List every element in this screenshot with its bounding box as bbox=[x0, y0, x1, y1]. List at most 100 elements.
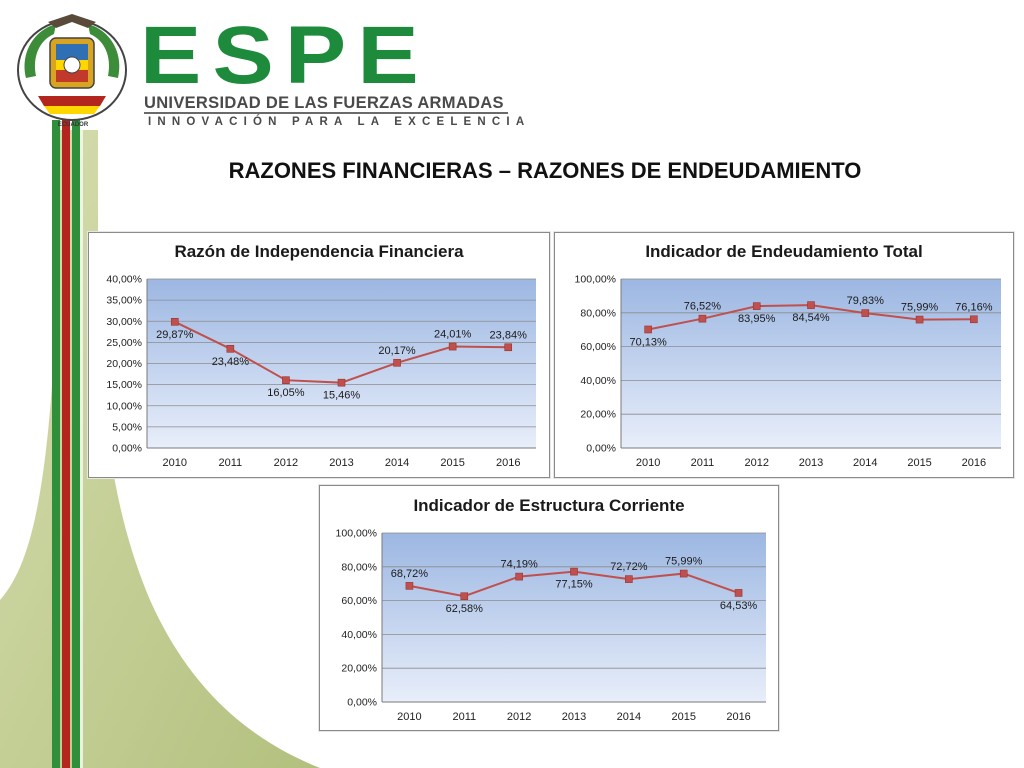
chart-title: Razón de Independencia Financiera bbox=[174, 242, 464, 261]
data-point bbox=[226, 344, 235, 353]
x-tick-label: 2010 bbox=[163, 457, 187, 469]
chart-estructura-corriente: Indicador de Estructura Corriente 0,00% 2… bbox=[319, 485, 779, 731]
data-label: 15,46% bbox=[323, 390, 361, 402]
y-tick-label: 40,00% bbox=[341, 629, 377, 641]
data-point bbox=[807, 301, 815, 309]
data-label: 23,84% bbox=[490, 329, 528, 341]
logo-tagline: INNOVACIÓN PARA LA EXCELENCIA bbox=[148, 116, 531, 128]
x-tick-label: 2013 bbox=[799, 457, 823, 469]
plot-area bbox=[382, 533, 766, 702]
x-tick-label: 2016 bbox=[726, 711, 750, 723]
x-tick-label: 2014 bbox=[617, 711, 641, 723]
data-label: 77,15% bbox=[555, 579, 593, 591]
data-point bbox=[405, 582, 414, 590]
data-point bbox=[448, 342, 457, 351]
data-label: 68,72% bbox=[391, 568, 429, 580]
data-label: 76,52% bbox=[684, 301, 722, 313]
data-point bbox=[970, 315, 978, 324]
data-point bbox=[698, 314, 707, 323]
data-point bbox=[170, 317, 179, 326]
data-point bbox=[861, 309, 870, 317]
y-tick-label: 0,00% bbox=[112, 443, 142, 455]
chart-plot-svg: 0,00% 20,00% 40,00% 60,00% 80,00% 100,00% 2010… bbox=[575, 274, 1001, 469]
stripe-white bbox=[80, 120, 83, 768]
x-tick-label: 2014 bbox=[385, 457, 409, 469]
data-label: 75,99% bbox=[901, 302, 939, 314]
x-tick-label: 2013 bbox=[562, 711, 586, 723]
y-tick-label: 20,00% bbox=[341, 663, 377, 675]
x-tick-label: 2012 bbox=[744, 457, 768, 469]
y-tick-label: 100,00% bbox=[575, 274, 616, 286]
chart-title: Indicador de Endeudamiento Total bbox=[645, 242, 923, 261]
data-point bbox=[393, 358, 401, 367]
data-label: 24,01% bbox=[434, 329, 472, 341]
data-label: 23,48% bbox=[212, 356, 250, 368]
y-tick-label: 80,00% bbox=[341, 561, 377, 573]
logo-divider bbox=[144, 112, 508, 114]
x-tick-label: 2015 bbox=[907, 457, 931, 469]
data-point bbox=[337, 378, 346, 387]
data-label: 74,19% bbox=[500, 559, 538, 571]
data-label: 16,05% bbox=[267, 387, 305, 399]
y-tick-label: 20,00% bbox=[580, 409, 616, 421]
x-tick-label: 2012 bbox=[507, 711, 531, 723]
y-tick-label: 25,00% bbox=[106, 337, 142, 349]
chart-plot-svg: 0,00% 5,00% 10,00% 15,00% 20,00% 25,00% 30,00%… bbox=[106, 274, 536, 469]
x-tick-label: 2011 bbox=[219, 457, 243, 469]
chart-independencia-financiera: Razón de Independencia Financiera 0,00% 5… bbox=[88, 232, 550, 478]
seal-caption: ECUADOR bbox=[57, 122, 89, 128]
data-label: 20,17% bbox=[378, 345, 416, 357]
y-tick-label: 40,00% bbox=[580, 375, 616, 387]
stripe-red bbox=[62, 120, 70, 768]
y-tick-label: 0,00% bbox=[347, 697, 377, 709]
x-tick-label: 2010 bbox=[397, 711, 421, 723]
stripe-green-1 bbox=[52, 120, 60, 768]
data-label: 83,95% bbox=[738, 313, 776, 325]
x-tick-label: 2014 bbox=[853, 457, 877, 469]
data-label: 64,53% bbox=[720, 600, 758, 612]
x-tick-label: 2011 bbox=[691, 457, 715, 469]
y-tick-label: 30,00% bbox=[106, 316, 142, 328]
x-tick-label: 2013 bbox=[329, 457, 353, 469]
data-label: 29,87% bbox=[156, 329, 194, 341]
y-tick-label: 5,00% bbox=[112, 421, 142, 433]
data-point bbox=[625, 575, 633, 583]
data-point bbox=[282, 376, 290, 384]
stripe-green-2 bbox=[72, 120, 80, 768]
y-tick-label: 35,00% bbox=[106, 295, 142, 307]
x-tick-label: 2016 bbox=[962, 457, 986, 469]
data-label: 79,83% bbox=[847, 295, 885, 307]
data-label: 76,16% bbox=[955, 301, 993, 313]
y-tick-label: 60,00% bbox=[580, 341, 616, 353]
chart-endeudamiento-total: Indicador de Endeudamiento Total 0,00% 20… bbox=[554, 232, 1014, 478]
y-tick-label: 40,00% bbox=[106, 274, 142, 286]
data-label: 70,13% bbox=[629, 336, 667, 348]
y-tick-label: 80,00% bbox=[580, 307, 616, 319]
x-tick-label: 2011 bbox=[452, 711, 476, 723]
data-point bbox=[460, 592, 469, 601]
x-tick-label: 2010 bbox=[636, 457, 660, 469]
data-point bbox=[734, 589, 743, 597]
logo-wordmark: ESPE bbox=[140, 10, 430, 101]
data-point bbox=[915, 315, 924, 324]
data-label: 72,72% bbox=[610, 561, 648, 573]
page-title: RAZONES FINANCIERAS – RAZONES DE ENDEUDA… bbox=[228, 158, 862, 183]
chart-plot-svg: 0,00% 20,00% 40,00% 60,00% 80,00% 100,00% 2010… bbox=[336, 528, 766, 723]
x-tick-label: 2015 bbox=[440, 457, 464, 469]
chart-title: Indicador de Estructura Corriente bbox=[413, 496, 685, 515]
university-logo: ECUADOR ESPE UNIVERSIDAD DE LAS FUERZAS … bbox=[8, 8, 524, 130]
x-tick-label: 2015 bbox=[671, 711, 695, 723]
data-label: 84,54% bbox=[792, 312, 830, 324]
data-label: 75,99% bbox=[665, 556, 703, 568]
data-point bbox=[752, 302, 761, 310]
data-point bbox=[679, 569, 688, 578]
y-tick-label: 0,00% bbox=[586, 443, 616, 455]
university-seal-icon bbox=[17, 14, 127, 121]
data-point bbox=[570, 567, 578, 576]
x-tick-label: 2012 bbox=[274, 457, 298, 469]
data-point bbox=[504, 343, 513, 352]
logo-university-name: UNIVERSIDAD DE LAS FUERZAS ARMADAS bbox=[144, 94, 504, 112]
data-point bbox=[644, 325, 652, 334]
y-tick-label: 15,00% bbox=[106, 379, 142, 391]
